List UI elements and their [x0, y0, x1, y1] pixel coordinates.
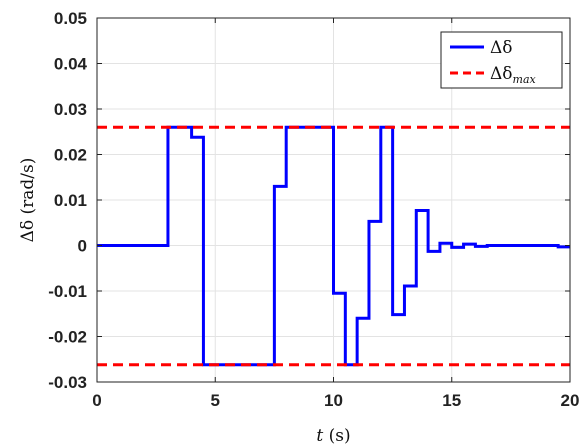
x-axis-label: t (s) — [316, 426, 350, 446]
x-tick-label: 20 — [561, 391, 580, 410]
y-axis-label: Δδ (rad/s) — [18, 158, 38, 243]
x-axis-var: t — [316, 426, 323, 446]
axis-ticks: 0 5 10 15 20 -0.03 -0.02 -0.01 0 0.01 0.02 0.03 0.04… — [48, 9, 579, 410]
x-tick-label: 15 — [442, 391, 461, 410]
x-tick-label: 10 — [324, 391, 343, 410]
legend: Δδ Δδmax — [440, 31, 563, 89]
y-axis-unit: (rad/s) — [18, 158, 38, 220]
legend-label-delta: Δδ — [490, 38, 513, 58]
x-tick-label: 5 — [211, 391, 220, 410]
y-tick-label: 0.02 — [54, 146, 87, 165]
legend-label-delta-max: Δδmax — [490, 64, 537, 86]
legend-label-delta-max-base: Δδ — [490, 64, 513, 84]
y-tick-label: 0.01 — [54, 191, 87, 210]
y-tick-label: 0.04 — [54, 55, 88, 74]
legend-box — [440, 31, 563, 89]
y-tick-label: -0.01 — [48, 282, 87, 301]
y-tick-label: -0.03 — [48, 373, 87, 392]
y-tick-label: 0.05 — [54, 9, 87, 28]
legend-label-delta-max-sub: max — [513, 73, 537, 86]
y-tick-label: -0.02 — [48, 328, 87, 347]
series-lines — [97, 125, 570, 367]
x-tick-label: 0 — [92, 391, 101, 410]
y-tick-label: 0.03 — [54, 100, 87, 119]
x-axis-unit: (s) — [323, 426, 350, 446]
y-tick-label: 0 — [78, 237, 87, 256]
y-axis-var: Δδ — [18, 220, 38, 243]
